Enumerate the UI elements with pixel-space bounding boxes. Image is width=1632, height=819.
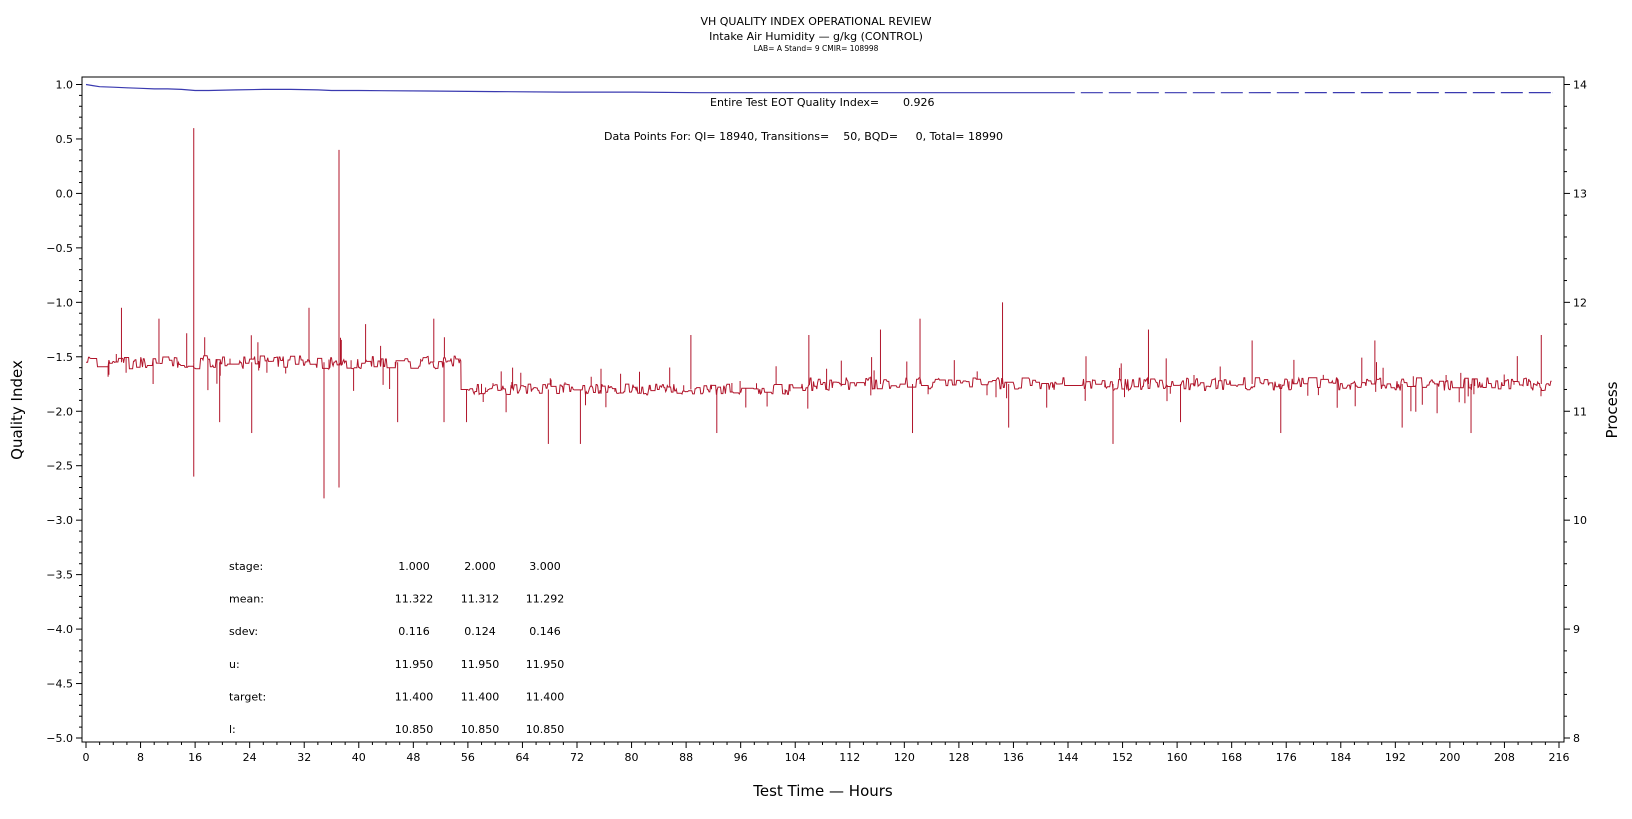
y-tick-label: −4.0 — [46, 623, 73, 636]
stats-cell: 10.850 — [395, 723, 434, 736]
quality-index-line — [85, 83, 1553, 94]
chart-subtitle: Intake Air Humidity — g/kg (CONTROL) — [709, 30, 923, 43]
x-tick-label: 88 — [679, 751, 693, 764]
eot-value: 0.926 — [903, 96, 935, 109]
stats-cell: 11.322 — [395, 593, 434, 606]
x-tick-label: 96 — [734, 751, 748, 764]
stats-cell: 2.000 — [464, 560, 496, 573]
y2-tick-label: 13 — [1573, 187, 1587, 200]
stats-cell: 3.000 — [529, 560, 561, 573]
x-tick-label: 176 — [1276, 751, 1297, 764]
y2-tick-label: 12 — [1573, 296, 1587, 309]
x-axis: 0 8 16 24 32 40 48 56 64 72 80 88 96 104 112 120 128 136 1… — [83, 742, 1570, 764]
y-tick-label: −1.5 — [46, 351, 73, 364]
stats-cell: 11.400 — [395, 690, 434, 703]
stats-cell: 11.400 — [461, 690, 500, 703]
x-tick-label: 128 — [948, 751, 969, 764]
x-axis-title: Test Time — Hours — [752, 782, 893, 800]
stats-cell: 11.312 — [461, 593, 500, 606]
stats-table: stage: 1.000 2.000 3.000 mean: 11.322 11.312 11… — [229, 560, 564, 736]
y-tick-label: −2.5 — [46, 460, 73, 473]
stats-row-label: sdev: — [229, 625, 258, 638]
stats-cell: 11.950 — [395, 658, 434, 671]
x-tick-label: 24 — [243, 751, 257, 764]
process-trace — [86, 333, 1552, 414]
x-tick-label: 80 — [625, 751, 639, 764]
y-tick-label: −4.5 — [46, 678, 73, 691]
y-axis-right: 8 9 10 11 12 13 14 — [1564, 79, 1587, 745]
y-tick-label: −5.0 — [46, 732, 73, 745]
x-tick-label: 208 — [1494, 751, 1515, 764]
x-tick-label: 192 — [1385, 751, 1406, 764]
x-tick-label: 136 — [1003, 751, 1024, 764]
x-tick-label: 64 — [515, 751, 529, 764]
x-tick-label: 56 — [461, 751, 475, 764]
stats-cell: 11.950 — [461, 658, 500, 671]
stats-row-label: l: — [229, 723, 236, 736]
x-tick-label: 216 — [1549, 751, 1570, 764]
stats-row-label: mean: — [229, 593, 264, 606]
y-tick-label: −2.0 — [46, 405, 73, 418]
stats-cell: 0.124 — [464, 625, 496, 638]
stats-cell: 11.950 — [526, 658, 565, 671]
stats-cell: 0.146 — [529, 625, 561, 638]
x-tick-label: 32 — [297, 751, 311, 764]
y-tick-label: 0.5 — [56, 133, 74, 146]
x-tick-label: 200 — [1439, 751, 1460, 764]
x-tick-label: 184 — [1330, 751, 1351, 764]
chart-meta: LAB= A Stand= 9 CMIR= 108998 — [754, 44, 879, 53]
x-tick-label: 104 — [785, 751, 806, 764]
plot-frame — [81, 76, 1565, 743]
x-tick-label: 152 — [1112, 751, 1133, 764]
series-process — [86, 128, 1552, 499]
x-tick-label: 8 — [137, 751, 144, 764]
x-tick-label: 168 — [1221, 751, 1242, 764]
y-tick-label: −1.0 — [46, 296, 73, 309]
stats-cell: 0.116 — [398, 625, 430, 638]
chart-title: VH QUALITY INDEX OPERATIONAL REVIEW — [700, 15, 931, 28]
y2-tick-label: 10 — [1573, 514, 1587, 527]
x-tick-label: 16 — [188, 751, 202, 764]
y-axis-left: 1.0 0.5 0.0 −0.5 −1.0 −1.5 −2.0 −2.5 −3.0 −3.5 −4.… — [46, 79, 82, 745]
stats-cell: 1.000 — [398, 560, 430, 573]
y-tick-label: 0.0 — [56, 187, 74, 200]
stats-row-label: u: — [229, 658, 240, 671]
x-tick-label: 0 — [83, 751, 90, 764]
x-tick-label: 160 — [1167, 751, 1188, 764]
y2-tick-label: 14 — [1573, 79, 1587, 92]
y2-tick-label: 11 — [1573, 405, 1587, 418]
x-tick-label: 48 — [406, 751, 420, 764]
stats-cell: 10.850 — [526, 723, 565, 736]
data-points-info: Data Points For: QI= 18940, Transitions=… — [604, 130, 1003, 143]
stats-row-label: target: — [229, 690, 266, 703]
chart-header: VH QUALITY INDEX OPERATIONAL REVIEW Inta… — [700, 15, 931, 53]
stats-cell: 11.400 — [526, 690, 565, 703]
y-tick-label: 1.0 — [56, 79, 74, 92]
stats-cell: 10.850 — [461, 723, 500, 736]
y2-axis-title: Process — [1603, 381, 1621, 438]
y-tick-label: −3.0 — [46, 514, 73, 527]
x-tick-label: 40 — [352, 751, 366, 764]
x-tick-label: 72 — [570, 751, 584, 764]
y2-tick-label: 8 — [1573, 732, 1580, 745]
stats-cell: 11.292 — [526, 593, 565, 606]
series-quality-index — [85, 83, 1553, 94]
y-tick-label: −0.5 — [46, 242, 73, 255]
x-tick-label: 120 — [894, 751, 915, 764]
eot-label: Entire Test EOT Quality Index= — [710, 96, 879, 109]
x-tick-label: 112 — [839, 751, 860, 764]
y-tick-label: −3.5 — [46, 569, 73, 582]
stats-row-label: stage: — [229, 560, 263, 573]
y-axis-title: Quality Index — [8, 360, 26, 460]
annotations: Entire Test EOT Quality Index= 0.926 Dat… — [604, 96, 1003, 143]
y2-tick-label: 9 — [1573, 623, 1580, 636]
x-tick-label: 144 — [1058, 751, 1079, 764]
